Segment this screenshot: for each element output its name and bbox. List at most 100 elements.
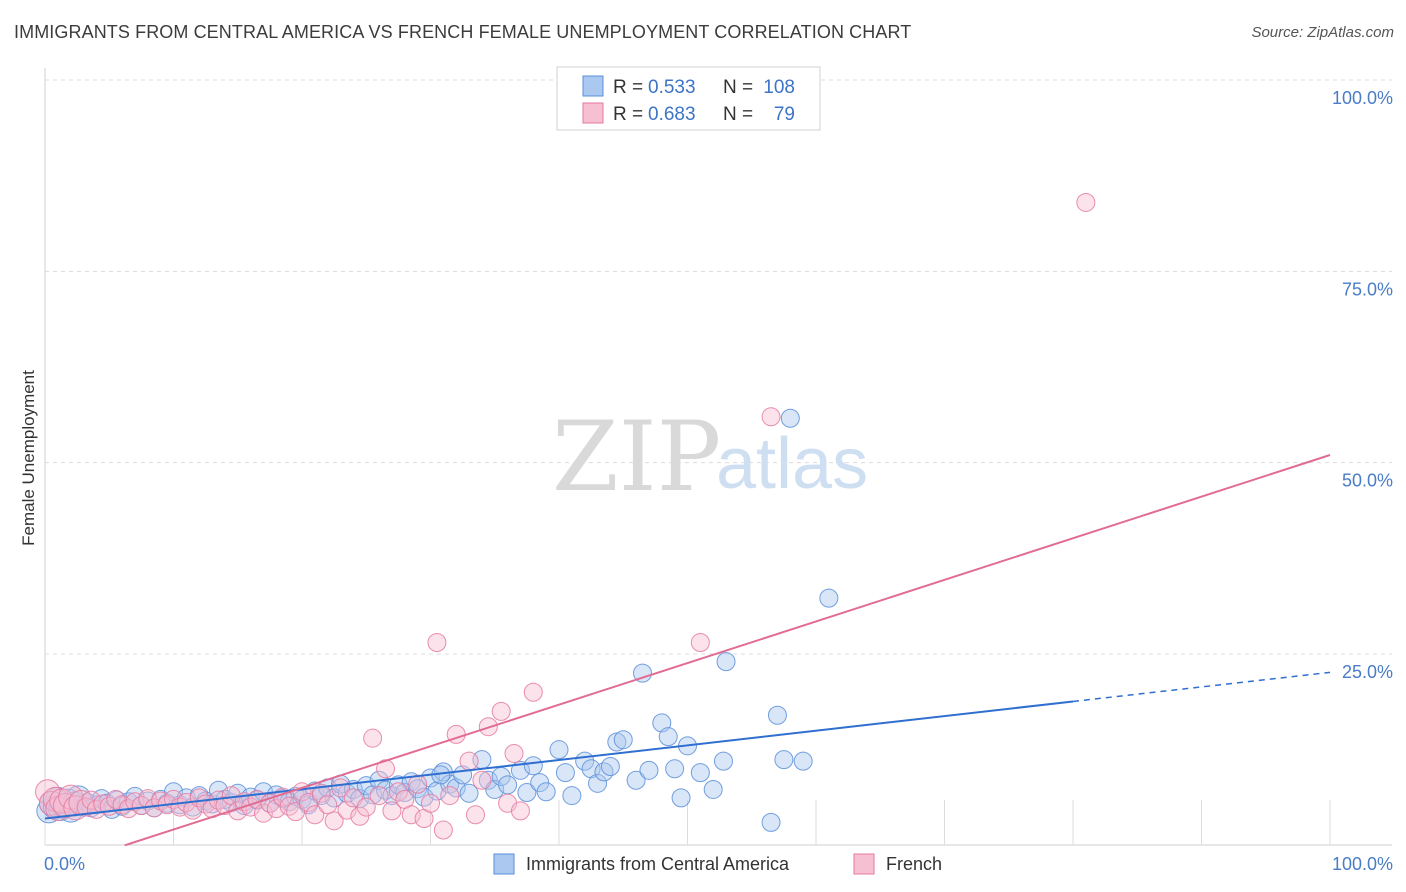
point-blue-88	[588, 773, 608, 793]
y-tick-labels: 100.0% 75.0% 50.0% 25.0%	[1332, 88, 1393, 682]
x-tick-label-0: 0.0%	[44, 854, 85, 874]
point-pink-65	[433, 820, 453, 840]
point-blue-83	[549, 740, 569, 760]
legend-r-value-pink: 0.683	[648, 104, 696, 125]
point-pink-14	[106, 789, 126, 809]
point-blue-77	[498, 775, 518, 795]
point-pink-75	[510, 801, 530, 821]
point-pink-55	[369, 786, 389, 806]
point-pink-44	[298, 792, 318, 812]
point-blue-105	[767, 705, 787, 725]
point-blue-92	[613, 730, 633, 750]
point-pink-51	[343, 788, 363, 808]
point-pink-31	[215, 796, 235, 816]
bottom-legend-label-pink: French	[886, 854, 942, 874]
point-blue-85	[562, 786, 582, 806]
point-blue-107	[780, 408, 800, 428]
point-blue-74	[478, 770, 498, 790]
legend-n-label-blue: N =	[723, 77, 753, 98]
x-tick-labels: 0.0% 100.0%	[44, 854, 1393, 874]
watermark-zip: ZIP	[552, 401, 721, 513]
bottom-legend: Immigrants from Central America French	[493, 853, 942, 875]
legend-r-value-blue: 0.533	[648, 77, 696, 98]
point-pink-53	[356, 797, 376, 817]
y-tick-label-3: 25.0%	[1342, 662, 1393, 682]
point-blue-110	[713, 751, 733, 771]
point-blue-90	[600, 757, 620, 777]
point-pink-72	[491, 701, 511, 721]
point-pink-64	[427, 633, 447, 653]
point-pink-48	[324, 811, 344, 831]
point-blue-84	[555, 763, 575, 783]
point-pink-74	[504, 743, 524, 763]
point-pink-63	[421, 793, 440, 813]
point-blue-87	[581, 759, 601, 779]
point-blue-57	[363, 785, 383, 805]
point-pink-45	[305, 805, 325, 825]
trend-line-blue-extension	[1072, 671, 1331, 703]
legend-r-label-blue: R =	[613, 77, 643, 98]
point-blue-61	[388, 775, 408, 795]
point-pink-78	[761, 407, 781, 427]
point-pink-56	[376, 759, 396, 779]
point-blue-82	[536, 782, 556, 802]
points-pink	[35, 192, 1096, 840]
point-blue-101	[690, 763, 710, 783]
point-blue-102	[703, 779, 723, 799]
trend-line-pink	[124, 454, 1331, 847]
point-blue-109	[819, 588, 839, 608]
trend-lines	[44, 454, 1331, 847]
chart-title: IMMIGRANTS FROM CENTRAL AMERICA VS FRENC…	[14, 22, 912, 42]
point-blue-80	[523, 756, 543, 776]
watermark-atlas: atlas	[716, 424, 868, 504]
source-label: Source: ZipAtlas.com	[1251, 24, 1394, 41]
point-pink-47	[318, 795, 338, 815]
point-pink-76	[523, 682, 543, 702]
point-blue-98	[665, 759, 685, 779]
point-pink-37	[253, 803, 273, 823]
point-blue-89	[594, 762, 614, 782]
point-blue-79	[517, 783, 537, 803]
legend-n-value-pink: 79	[774, 104, 795, 125]
point-blue-72	[459, 783, 479, 803]
gridlines	[44, 68, 1392, 846]
point-pink-42	[286, 802, 306, 822]
point-pink-66	[440, 786, 460, 806]
point-blue-94	[633, 663, 653, 683]
point-blue-108	[793, 751, 813, 771]
y-tick-label-2: 50.0%	[1342, 471, 1393, 491]
point-pink-69	[465, 805, 485, 825]
point-pink-77	[690, 633, 710, 653]
legend-n-label-pink: N =	[723, 104, 753, 125]
point-blue-93	[626, 770, 646, 790]
point-pink-41	[279, 796, 299, 816]
legend-r-label-pink: R =	[613, 104, 643, 125]
point-pink-57	[382, 801, 402, 821]
point-pink-52	[350, 806, 370, 826]
legend-n-value-blue: 108	[763, 77, 795, 98]
point-pink-79	[1076, 192, 1096, 212]
point-pink-10	[81, 790, 101, 810]
point-blue-81	[530, 773, 550, 793]
y-axis-label: Female Unemployment	[19, 370, 38, 546]
bottom-legend-swatch-pink	[853, 853, 875, 875]
bottom-legend-swatch-blue	[493, 853, 515, 875]
y-tick-label-1: 75.0%	[1342, 279, 1393, 299]
point-pink-50	[337, 800, 357, 820]
point-pink-70	[472, 770, 492, 790]
point-pink-46	[311, 783, 331, 803]
y-tick-label-0: 100.0%	[1332, 88, 1393, 108]
point-pink-58	[388, 782, 408, 802]
legend-swatch-blue	[582, 75, 604, 97]
x-tick-label-1: 100.0%	[1332, 854, 1393, 874]
point-pink-54	[363, 728, 383, 748]
bottom-legend-label-blue: Immigrants from Central America	[526, 854, 790, 874]
trend-line-blue	[44, 700, 1074, 820]
point-blue-106	[774, 750, 794, 770]
point-pink-60	[401, 805, 421, 825]
point-blue-103	[716, 652, 736, 672]
legend-swatch-pink	[582, 102, 604, 124]
point-blue-95	[639, 760, 659, 780]
point-blue-97	[658, 727, 678, 747]
